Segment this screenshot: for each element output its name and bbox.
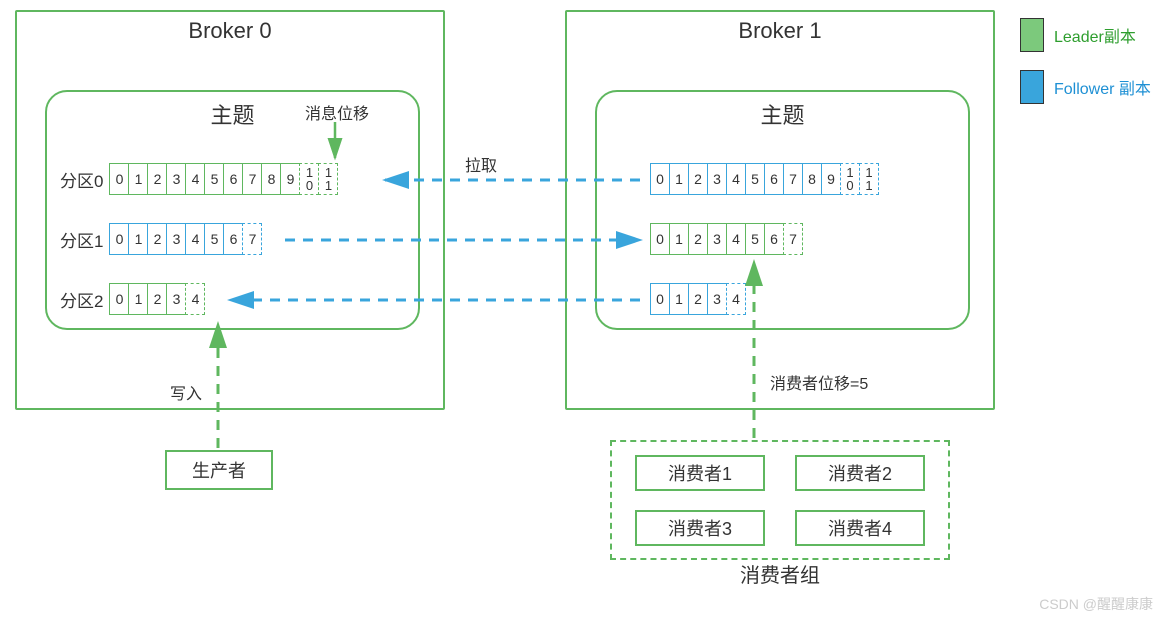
- partition-cell: 5: [204, 163, 224, 195]
- consumer-label: 消费者4: [828, 515, 892, 541]
- legend-follower-label: Follower 副本: [1054, 75, 1151, 99]
- consumer-label: 消费者2: [828, 460, 892, 486]
- broker-1-topic-title: 主题: [597, 98, 968, 130]
- partition-cell: 10: [840, 163, 860, 195]
- partition-cell: 3: [166, 223, 186, 255]
- partition-label: 分区1: [60, 227, 103, 252]
- partition-cell: 9: [821, 163, 841, 195]
- partition-cell: 3: [707, 163, 727, 195]
- partition-cell: 4: [185, 223, 205, 255]
- pull-label: 拉取: [465, 152, 497, 176]
- partition-cell: 8: [261, 163, 281, 195]
- partition-cell: 7: [242, 223, 262, 255]
- partition-cell: 1: [128, 223, 148, 255]
- broker0-partition-0: 分区0 01234567891011: [60, 163, 338, 195]
- partition-cell: 1: [128, 283, 148, 315]
- partition-cell: 2: [688, 283, 708, 315]
- partition-cell: 0: [650, 163, 670, 195]
- broker1-partition-2: 01234: [650, 283, 746, 315]
- partition-cell: 5: [745, 163, 765, 195]
- partition-cell: 6: [764, 163, 784, 195]
- legend-leader-label: Leader副本: [1054, 23, 1136, 47]
- partition-cell: 0: [109, 283, 129, 315]
- partition-cell: 2: [688, 223, 708, 255]
- legend-follower-swatch: [1020, 70, 1044, 104]
- partition-cell: 4: [726, 163, 746, 195]
- watermark: CSDN @醒醒康康: [1039, 594, 1153, 614]
- partition-cell: 3: [166, 163, 186, 195]
- partition-cell: 6: [764, 223, 784, 255]
- partition-cell: 8: [802, 163, 822, 195]
- partition-label: 分区0: [60, 167, 103, 192]
- broker-0-title: Broker 0: [17, 18, 443, 44]
- producer-label: 生产者: [192, 457, 246, 483]
- legend-follower: Follower 副本: [1020, 70, 1151, 104]
- partition-cell: 4: [726, 283, 746, 315]
- broker-1-title: Broker 1: [567, 18, 993, 44]
- partition-cell: 4: [185, 283, 205, 315]
- consumer-2: 消费者2: [795, 455, 925, 491]
- partition-cell: 3: [166, 283, 186, 315]
- legend-leader-swatch: [1020, 18, 1044, 52]
- broker0-partition-1: 分区1 01234567: [60, 223, 262, 255]
- partition-cell: 11: [318, 163, 338, 195]
- partition-cell: 0: [109, 163, 129, 195]
- partition-cell: 1: [669, 163, 689, 195]
- partition-cell: 3: [707, 283, 727, 315]
- partition-cell: 6: [223, 163, 243, 195]
- partition-cell: 9: [280, 163, 300, 195]
- partition-cell: 4: [726, 223, 746, 255]
- write-label: 写入: [170, 380, 202, 404]
- partition-cell: 2: [147, 223, 167, 255]
- consumer-label: 消费者3: [668, 515, 732, 541]
- partition-cell: 10: [299, 163, 319, 195]
- partition-cell: 7: [242, 163, 262, 195]
- offset-label: 消息位移: [305, 100, 369, 124]
- consumer-group-label: 消费者组: [612, 559, 948, 588]
- partition-cell: 0: [650, 283, 670, 315]
- partition-cell: 2: [147, 163, 167, 195]
- consumer-offset-label: 消费者位移=5: [770, 370, 868, 394]
- partition-cell: 5: [745, 223, 765, 255]
- partition-cell: 11: [859, 163, 879, 195]
- partition-cell: 3: [707, 223, 727, 255]
- partition-label: 分区2: [60, 287, 103, 312]
- consumer-label: 消费者1: [668, 460, 732, 486]
- broker1-partition-1: 01234567: [650, 223, 803, 255]
- partition-cell: 2: [147, 283, 167, 315]
- producer-box: 生产者: [165, 450, 273, 490]
- partition-cell: 7: [783, 223, 803, 255]
- partition-cell: 1: [669, 223, 689, 255]
- partition-cell: 0: [109, 223, 129, 255]
- legend-leader: Leader副本: [1020, 18, 1136, 52]
- consumer-4: 消费者4: [795, 510, 925, 546]
- partition-cell: 4: [185, 163, 205, 195]
- partition-cell: 1: [669, 283, 689, 315]
- partition-cell: 6: [223, 223, 243, 255]
- partition-cell: 5: [204, 223, 224, 255]
- consumer-3: 消费者3: [635, 510, 765, 546]
- partition-cell: 1: [128, 163, 148, 195]
- partition-cell: 7: [783, 163, 803, 195]
- broker1-partition-0: 01234567891011: [650, 163, 879, 195]
- partition-cell: 0: [650, 223, 670, 255]
- consumer-1: 消费者1: [635, 455, 765, 491]
- broker0-partition-2: 分区2 01234: [60, 283, 205, 315]
- partition-cell: 2: [688, 163, 708, 195]
